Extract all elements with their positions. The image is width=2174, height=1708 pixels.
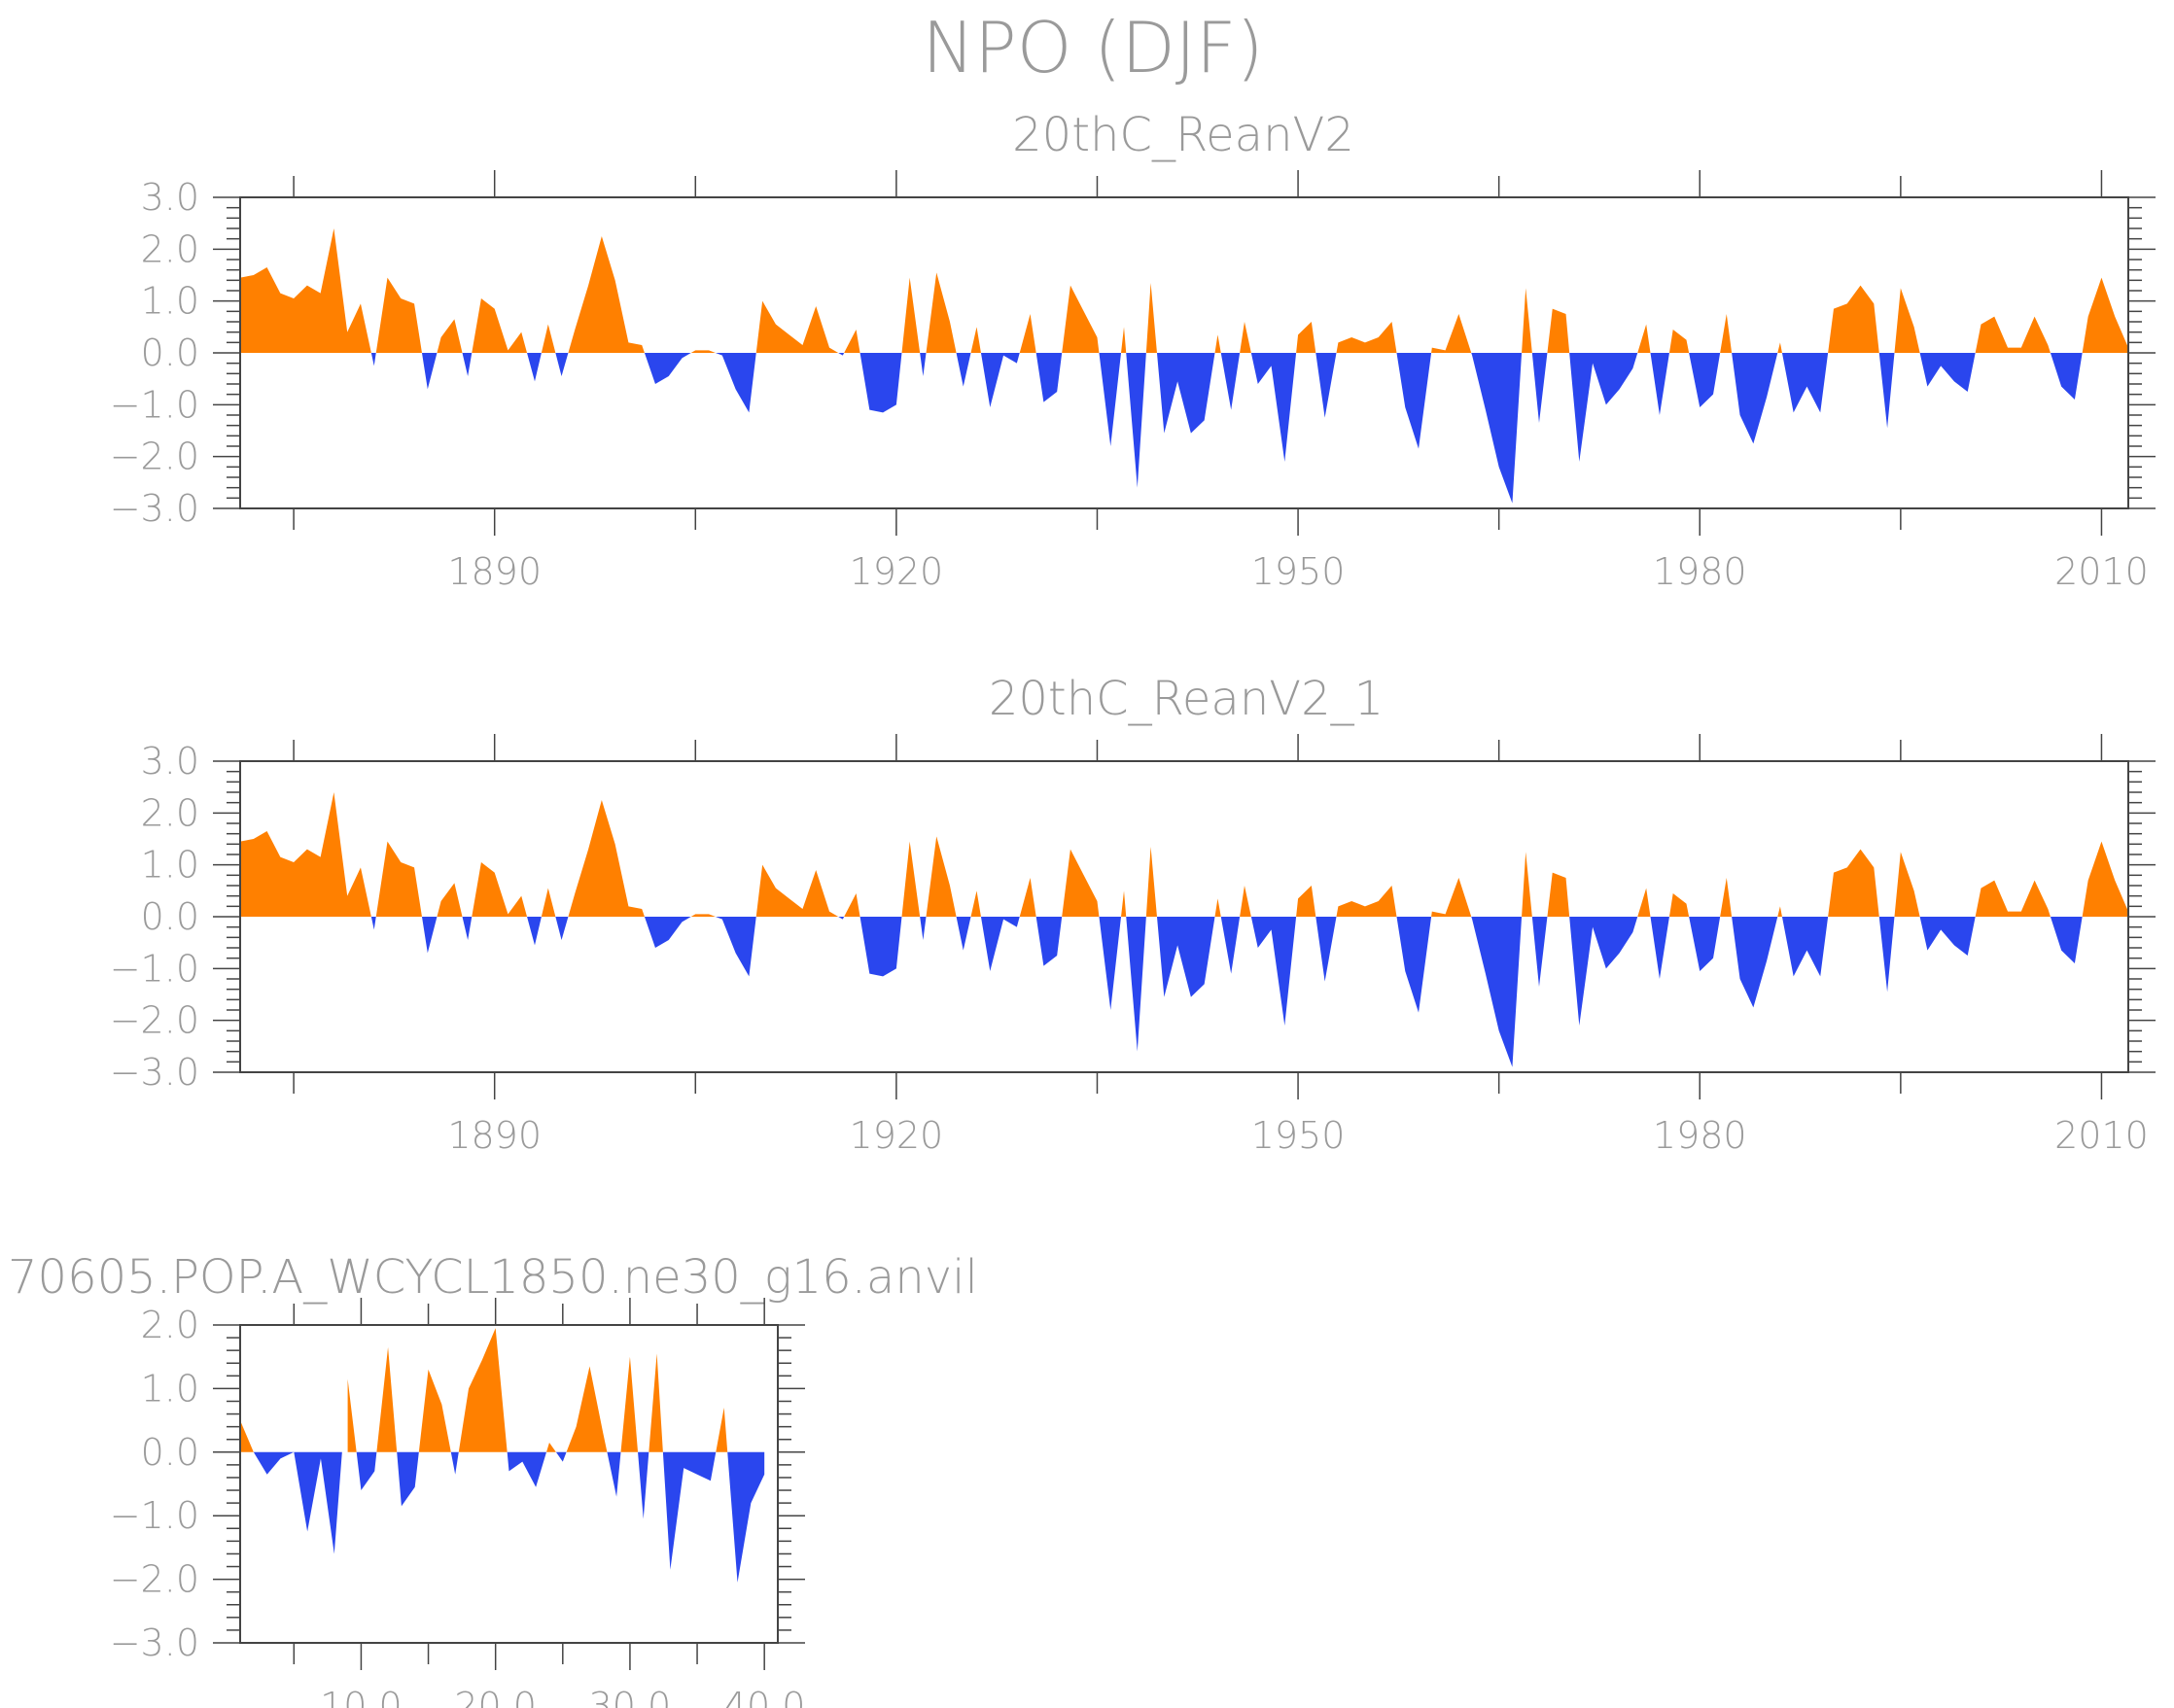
x-tick-label: 1980 [1653,550,1747,593]
y-tick-label: −1.0 [110,383,199,426]
plot-frame [239,1324,779,1644]
y-tick-label: 0.0 [141,331,199,374]
y-tick-label: −3.0 [110,487,199,530]
y-tick-label: −3.0 [110,1051,199,1094]
chart-panel-3: 70605.POP.A_WCYCL1850.ne30_g16.anvil 2.0… [8,1250,978,1708]
positive-area-series [240,228,2128,353]
y-tick-label: 1.0 [141,844,199,887]
positive-area-series [240,1328,728,1452]
main-title: NPO (DJF) [922,7,1263,88]
chart-title: 20thC_ReanV2_1 [989,672,1384,726]
x-tick-label: 2010 [2054,1114,2149,1157]
y-tick-label: 2.0 [141,227,199,270]
y-tick-label: 1.0 [141,1367,199,1410]
chart-title: 20thC_ReanV2 [1012,108,1354,162]
y-tick-label: −2.0 [110,436,199,478]
y-tick-label: 3.0 [141,740,199,783]
y-tick-label: −2.0 [110,1558,199,1601]
chart-title: 70605.POP.A_WCYCL1850.ne30_g16.anvil [8,1250,978,1305]
y-tick-label: 1.0 [141,280,199,323]
x-tick-label: 30.0 [589,1685,672,1708]
y-tick-label: −3.0 [110,1621,199,1664]
y-tick-label: −1.0 [110,947,199,990]
x-tick-label: 1950 [1251,550,1346,593]
negative-area-series [370,353,2083,504]
x-tick-label: 1920 [850,1114,944,1157]
x-tick-label: 10.0 [320,1685,403,1708]
chart-panel-2: 20thC_ReanV2_1 3.0 2.0 1.0 0.0 −1.0 −2.0 −3.0 1… [110,672,2156,1157]
y-tick-label: 0.0 [141,895,199,938]
y-tick-label: 2.0 [141,791,199,834]
y-tick-label: −1.0 [110,1494,199,1537]
y-tick-label: 3.0 [141,176,199,219]
x-tick-label: 20.0 [454,1685,537,1708]
x-tick-label: 40.0 [723,1685,806,1708]
positive-area-series [240,792,2128,917]
x-tick-label: 1980 [1653,1114,1747,1157]
chart-panel-1: 20thC_ReanV2 3.0 2.0 1.0 0.0 −1.0 −2.0 −3.0 189… [110,108,2156,593]
y-tick-label: −2.0 [110,999,199,1042]
y-tick-label: 2.0 [141,1304,199,1346]
x-tick-label: 1950 [1251,1114,1346,1157]
y-tick-label: 0.0 [141,1431,199,1474]
x-tick-label: 2010 [2054,550,2149,593]
negative-area-series [253,1451,765,1583]
x-tick-label: 1920 [850,550,944,593]
x-tick-label: 1890 [447,550,542,593]
x-tick-label: 1890 [447,1114,542,1157]
negative-area-series [370,917,2083,1067]
